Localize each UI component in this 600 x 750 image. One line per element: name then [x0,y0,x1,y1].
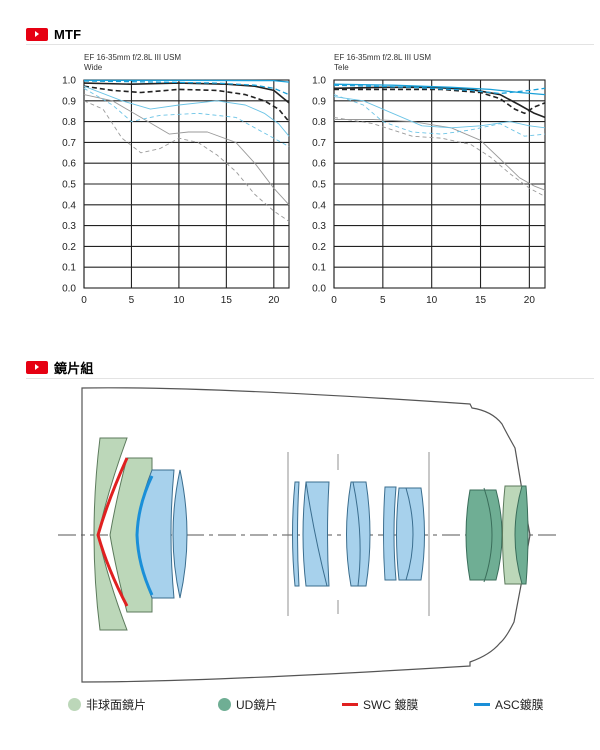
mtf-series-lightblue-solid [333,96,546,129]
y-tick-label: 0.9 [62,96,76,107]
mtf-charts: EF 16-35mm f/2.8L III USMWide0.00.10.20.… [62,53,546,306]
lens-element-8 [383,486,397,581]
mtf-series-lightblue-dashed [83,87,290,147]
mtf-series-blue-dashed [83,80,290,96]
chart-title: EF 16-35mm f/2.8L III USM [84,53,181,62]
y-tick-label: 0.6 [62,159,76,170]
y-tick-label: 0.9 [312,96,326,107]
mtf-series-gray-solid [83,94,290,206]
mtf-series-blue-solid [84,79,290,83]
y-tick-label: 0.4 [62,200,76,211]
lens-element-ud-2 [514,485,529,585]
y-tick-label: 1.0 [62,76,76,87]
lens-element-4 [172,469,188,599]
mtf-section-divider [26,44,594,45]
x-tick-label: 10 [173,295,185,306]
legend-label: UD鏡片 [236,697,278,712]
y-tick-label: 0.7 [312,138,326,149]
lens-element-9-interface [405,487,414,581]
lens-element-5 [292,481,300,587]
y-tick-label: 0.7 [62,138,76,149]
mtf-series-lightblue-solid [83,85,290,137]
x-tick-label: 5 [380,295,386,306]
y-tick-label: 0.8 [62,117,76,128]
section-badge-icon [26,360,48,374]
legend-item-asc: ASC鍍膜 [474,694,544,714]
x-tick-label: 20 [524,295,536,306]
lens-element-9 [396,487,425,581]
y-tick-label: 1.0 [312,76,326,87]
y-tick-label: 0.5 [312,180,326,191]
elements-section-title: 鏡片組 [54,360,94,376]
mtf-series-black-solid [83,82,290,104]
lens-element-aspherical-2 [109,457,153,613]
mtf-section-title: MTF [54,26,82,42]
chart-title: EF 16-35mm f/2.8L III USM [334,53,431,62]
aspherical-swatch-icon [68,697,81,711]
y-tick-label: 0.0 [312,284,326,295]
swc-coating-line [96,457,129,607]
legend-label: SWC 鍍膜 [363,697,419,712]
chart-frame [333,79,546,289]
y-tick-label: 0.1 [312,263,326,274]
x-tick-label: 15 [475,295,487,306]
legend-item-swc: SWC 鍍膜 [342,694,418,714]
legend-label: ASC鍍膜 [495,697,544,712]
mtf-series-black-dashed [83,85,290,123]
y-tick-label: 0.1 [62,263,76,274]
lens-element-ud-1-interface [483,487,493,583]
y-tick-label: 0.2 [312,242,326,253]
elements-section-divider [26,378,594,379]
lens-element-6-interface [305,481,328,587]
legend-label: 非球面鏡片 [86,697,147,712]
chart-subtitle: Tele [334,63,349,72]
chart-subtitle: Wide [84,63,103,72]
ud-swatch-icon [218,697,231,711]
y-tick-label: 0.3 [62,221,76,232]
y-tick-label: 0.2 [62,242,76,253]
lens-element-7-interface [352,481,361,587]
lens-element-3 [136,469,175,599]
y-tick-label: 0.5 [62,180,76,191]
lens-element-6 [302,481,330,587]
lens-element-7 [346,481,371,587]
x-tick-label: 0 [331,295,337,306]
mtf-series-black-dashed [334,88,546,115]
lens-element-ud-1 [465,489,503,581]
mtf-series-gray-solid [334,119,546,191]
x-tick-label: 15 [221,295,233,306]
y-tick-label: 0.4 [312,200,326,211]
x-tick-label: 0 [81,295,87,306]
y-tick-label: 0.0 [62,284,76,295]
asc-swatch-icon [474,702,490,706]
section-badge-icon [26,27,48,41]
legend-item-ud: UD鏡片 [218,694,277,714]
mtf-section-header: MTF [26,25,81,43]
x-tick-label: 10 [426,295,438,306]
lens-element-aspherical-1 [93,437,128,631]
x-tick-label: 20 [268,295,280,306]
x-tick-label: 5 [129,295,135,306]
swc-swatch-icon [342,702,358,706]
lens-element-aspherical-3 [502,485,525,585]
asc-coating-line [135,475,154,596]
elements-section-header: 鏡片組 [26,358,94,376]
mtf-series-gray-dashed [333,116,546,197]
mtf-series-blue-solid [333,83,546,96]
y-tick-label: 0.3 [312,221,326,232]
legend-item-aspherical: 非球面鏡片 [68,694,146,714]
mtf-series-gray-dashed [83,100,290,222]
mtf-series-blue-dashed [333,84,546,95]
y-tick-label: 0.6 [312,159,326,170]
y-tick-label: 0.8 [312,117,326,128]
lens-barrel-outline [81,387,531,683]
